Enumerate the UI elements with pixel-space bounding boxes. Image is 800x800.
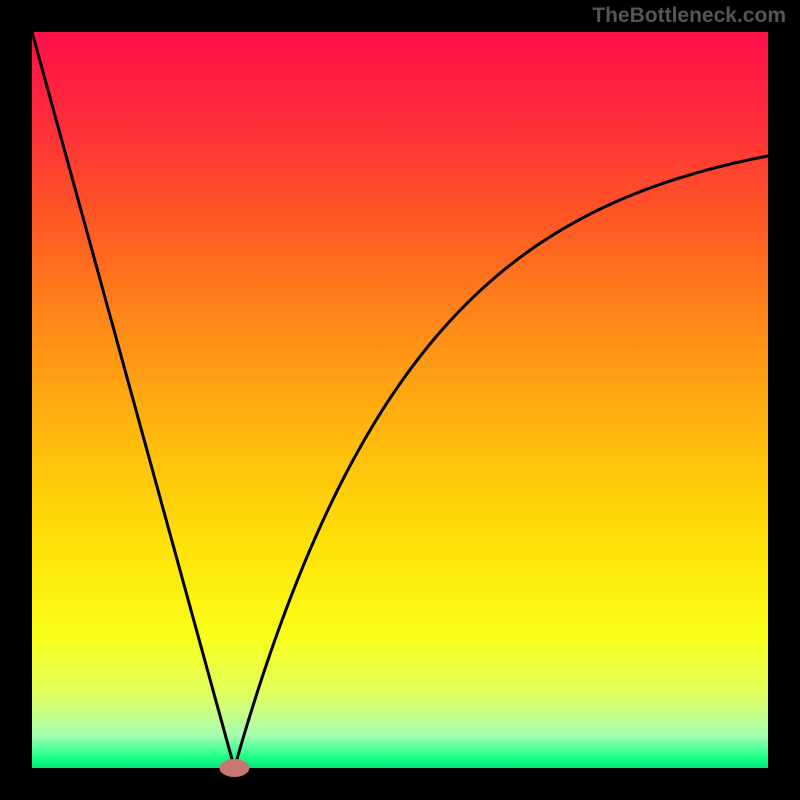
- chart-container: TheBottleneck.com: [0, 0, 800, 800]
- bottleneck-chart: [0, 0, 800, 800]
- plot-background: [32, 32, 768, 768]
- watermark-text: TheBottleneck.com: [592, 4, 786, 28]
- optimal-marker: [219, 759, 249, 777]
